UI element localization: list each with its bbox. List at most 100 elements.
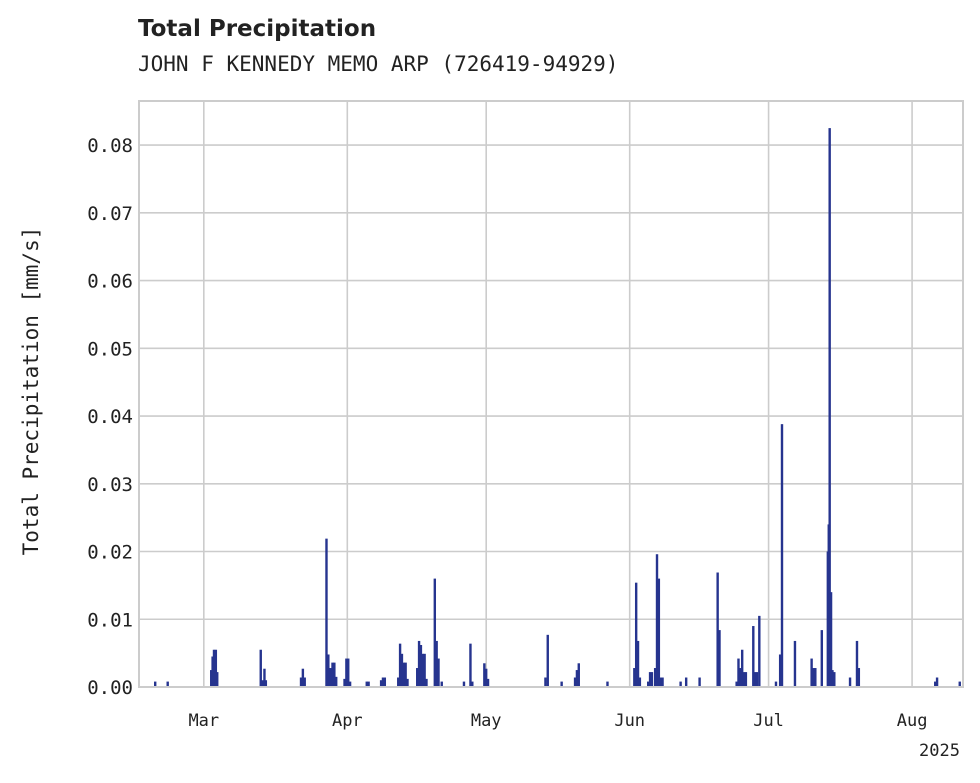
precipitation-bar <box>934 681 937 687</box>
x-tick-label: Jul <box>753 711 784 731</box>
precipitation-bar <box>655 554 659 687</box>
precipitation-bar <box>261 680 264 687</box>
precipitation-bar <box>857 668 861 687</box>
precipitation-bar <box>433 578 437 687</box>
precipitation-bar <box>833 672 836 687</box>
y-tick-label: 0.07 <box>87 203 133 225</box>
precipitation-bar <box>343 678 346 687</box>
precipitation-bar <box>331 662 334 687</box>
precipitation-bar <box>379 680 383 687</box>
precipitation-bar <box>333 662 336 687</box>
precipitation-bar <box>417 640 421 687</box>
precipitation-bar <box>831 670 834 687</box>
precipitation-bar <box>397 677 400 687</box>
precipitation-bar <box>381 677 385 687</box>
precipitation-bar <box>659 677 662 687</box>
precipitation-bar <box>718 630 721 687</box>
precipitation-bar <box>812 668 815 687</box>
chart-title: Total Precipitation <box>138 16 377 42</box>
precipitation-bar <box>365 681 368 687</box>
precipitation-bar <box>744 672 748 687</box>
precipitation-bar <box>716 572 719 687</box>
precipitation-bar <box>486 678 490 687</box>
precipitation-bar <box>650 672 654 687</box>
precipitation-bar <box>367 681 370 687</box>
precipitation-bar <box>606 681 609 687</box>
precipitation-bar <box>829 592 833 687</box>
precipitation-bar <box>435 640 438 687</box>
precipitation-bar <box>848 677 852 687</box>
precipitation-bar <box>263 668 266 687</box>
precipitation-bar <box>301 668 305 687</box>
precipitation-bar <box>636 640 640 687</box>
precipitation-bar <box>416 668 419 687</box>
precipitation-bar <box>423 653 426 687</box>
precipitation-bar <box>560 681 563 687</box>
precipitation-bar <box>544 677 547 687</box>
grid-lines <box>139 101 963 688</box>
y-tick-label: 0.00 <box>87 677 133 699</box>
precipitation-bars <box>154 128 961 687</box>
precipitation-bar <box>303 677 306 687</box>
y-axis-label: Total Precipitation [mm/s] <box>19 227 43 556</box>
precipitation-bar <box>210 670 213 687</box>
precipitation-bar <box>214 649 218 687</box>
precipitation-bar <box>469 643 472 687</box>
precipitation-bar <box>638 677 642 687</box>
precipitation-bar <box>737 658 740 687</box>
precipitation-bar <box>657 578 661 687</box>
precipitation-bar <box>810 658 813 687</box>
precipitation-bar <box>462 681 466 687</box>
precipitation-bar <box>421 653 424 687</box>
y-tick-label: 0.02 <box>87 542 133 564</box>
precipitation-bar <box>483 663 486 687</box>
precipitation-bar <box>546 634 549 687</box>
y-tick-label: 0.01 <box>87 609 133 631</box>
precipitation-bar <box>383 677 387 687</box>
precipitation-bar <box>404 662 407 687</box>
y-tick-label: 0.08 <box>87 135 133 157</box>
precipitation-bar <box>814 668 817 687</box>
precipitation-bar <box>742 672 746 687</box>
precipitation-bar <box>471 681 474 687</box>
precipitation-bar <box>211 656 214 687</box>
precipitation-bar <box>437 658 440 687</box>
precipitation-bar <box>299 677 303 687</box>
precipitation-bar <box>327 654 330 687</box>
precipitation-bar <box>398 643 402 687</box>
precipitation-bar <box>679 681 682 687</box>
y-axis-ticks: 0.00 0.01 0.02 0.03 0.04 0.05 0.06 0.07 0.08 <box>87 135 133 699</box>
y-tick-label: 0.06 <box>87 271 133 293</box>
precipitation-bar <box>758 615 761 687</box>
precipitation-bar <box>577 663 580 687</box>
precipitation-bar <box>419 644 423 687</box>
x-tick-label: May <box>471 711 502 731</box>
precipitation-bar <box>325 538 328 687</box>
precipitation-bar <box>634 582 638 687</box>
precipitation-bar <box>793 640 797 687</box>
precipitation-bar <box>661 677 664 687</box>
precipitation-bar <box>752 626 755 687</box>
precipitation-bar <box>755 672 759 687</box>
precipitation-bar <box>684 677 688 687</box>
precipitation-bar <box>633 668 636 687</box>
precipitation-bar <box>259 649 262 687</box>
x-tick-label: Mar <box>188 711 219 731</box>
x-axis-ticks: Mar Apr May Jun Jul Aug <box>188 711 927 731</box>
precipitation-bar <box>828 128 831 687</box>
precipitation-bar <box>653 668 657 687</box>
precipitation-bar <box>400 653 404 687</box>
precipitation-bar <box>739 668 742 687</box>
precipitation-bar <box>166 681 169 687</box>
precipitation-bar <box>575 670 579 687</box>
precipitation-bar <box>406 678 409 687</box>
precipitation-bar <box>820 630 824 687</box>
precipitation-bar <box>735 681 738 687</box>
precipitation-bar <box>648 672 652 687</box>
precipitation-bar <box>780 424 784 687</box>
x-tick-label: Aug <box>897 711 928 731</box>
precipitation-bar <box>778 654 782 687</box>
precipitation-bar <box>740 649 744 687</box>
precipitation-bar <box>958 681 961 687</box>
